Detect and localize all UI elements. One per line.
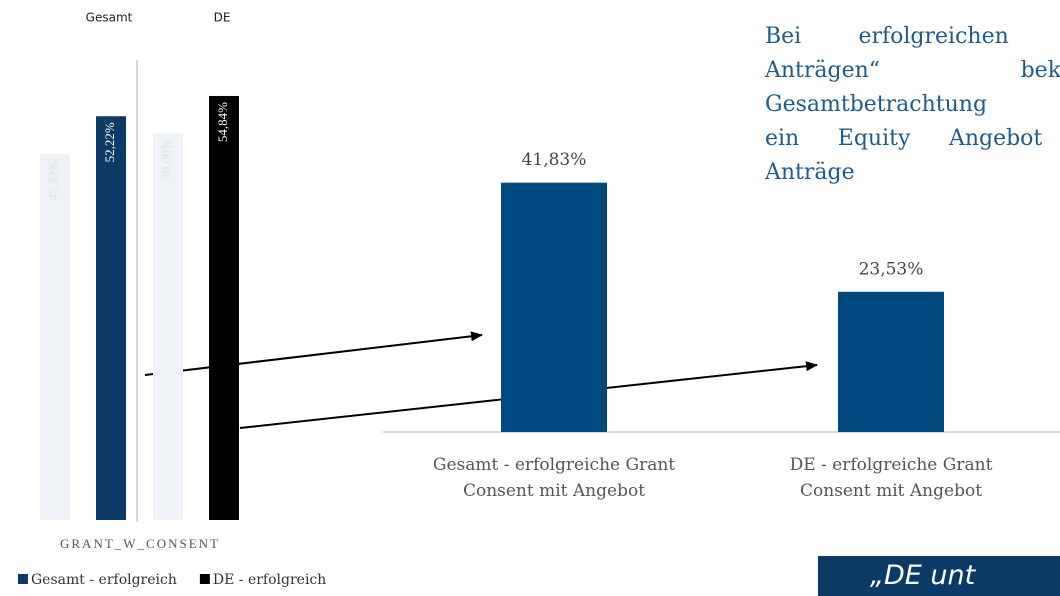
value-label: 54,84% (215, 102, 230, 142)
bar (153, 133, 183, 520)
bar (40, 154, 70, 521)
legend-label: DE - erfolgreich (213, 572, 326, 588)
legend-label: Gesamt - erfolgreich (31, 572, 177, 588)
text-line: Gesamtbetrachtung 4 (765, 92, 1060, 117)
group-label: Gesamt (86, 11, 133, 25)
paragraph: Bei erfolgreichen „G Anträgen“ bekam Gesam… (765, 20, 1060, 190)
text-line: Anträgen“ bekam (765, 58, 1060, 83)
group-label: DE (214, 11, 231, 25)
value-label: 52,22% (102, 122, 117, 162)
bar (501, 182, 607, 432)
bar (96, 116, 126, 520)
bar (209, 95, 239, 520)
legend-swatch (199, 574, 210, 584)
category-label: Gesamt - erfolgreiche Grant Consent mit … (432, 455, 676, 501)
x-axis-label: GRANT_W_CONSENT (60, 536, 220, 551)
category-label: DE - erfolgreiche Grant Consent mit Ange… (789, 455, 993, 501)
value-label: 50,00% (159, 139, 174, 179)
text-line: Anträge (765, 160, 855, 185)
value-label: 23,53% (859, 259, 924, 279)
arrows (144, 331, 818, 429)
legend-swatch (18, 574, 28, 584)
text-line: ein Equity Angebot u (765, 126, 1060, 151)
value-label: 47,32% (46, 160, 61, 200)
arrow (144, 331, 483, 376)
value-label: 41,83% (522, 150, 587, 170)
bar (838, 291, 944, 432)
text-line: Bei erfolgreichen „G (765, 24, 1060, 49)
banner: „DE unt (818, 556, 1060, 596)
